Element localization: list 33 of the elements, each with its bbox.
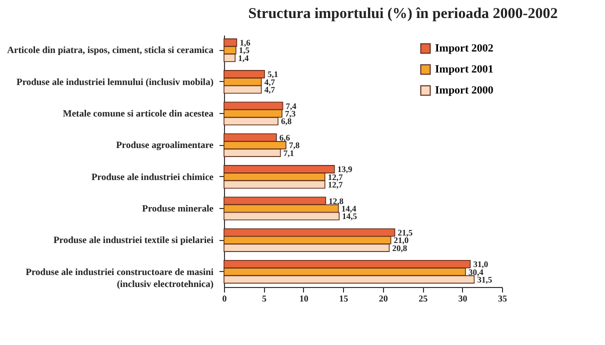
x-tick-label: 20 — [378, 294, 388, 304]
data-label: 21,5 — [398, 227, 413, 238]
y-tick-label: Produse ale industriei lemnului (inclusiv mobila) — [16, 78, 214, 88]
data-label: 31,0 — [473, 259, 488, 270]
data-label: 6,8 — [281, 116, 292, 126]
data-label: 1,6 — [240, 38, 250, 48]
legend-label: Import 2002 — [435, 42, 494, 54]
legend-label: Import 2001 — [435, 64, 494, 76]
x-tick-label: 15 — [339, 294, 349, 304]
data-label: 7,1 — [283, 148, 294, 158]
data-label: 12,8 — [328, 196, 344, 206]
data-label: 5,1 — [268, 69, 278, 80]
y-tick-label: Produse ale industriei textile si pielariei — [54, 236, 214, 246]
y-tick-label: Produse ale industriei chimice — [92, 172, 214, 183]
data-label: 7,8 — [288, 140, 300, 150]
x-tick-label: 35 — [498, 294, 508, 304]
x-tick-label: 10 — [299, 294, 309, 304]
legend-label: Import 2000 — [435, 84, 494, 96]
y-tick-label: Metale comune si articole din acestea — [62, 110, 214, 120]
y-tick-label: Articole din piatra, ispos, ciment, sticla si ceramica — [7, 46, 214, 56]
data-label: 14,4 — [341, 203, 357, 214]
x-tick-label: 25 — [418, 294, 428, 304]
chart-title: Structura importului (%) în perioada 2000-2002 — [248, 6, 558, 22]
x-tick-label: 0 — [222, 294, 228, 304]
x-tick-label: 5 — [262, 294, 267, 304]
data-label: 12,7 — [328, 172, 344, 182]
x-tick-label: 30 — [458, 294, 468, 304]
data-label: 6,6 — [279, 132, 290, 143]
y-tick-label: Produse ale industriei constructoare de masini (inclusiv electrotehnica) — [26, 268, 214, 290]
data-label: 7,4 — [286, 100, 298, 111]
y-tick-label: Produse minerale — [142, 204, 214, 214]
data-label: 13,9 — [337, 164, 352, 174]
y-tick-label: Produse agroalimentare — [116, 141, 214, 152]
